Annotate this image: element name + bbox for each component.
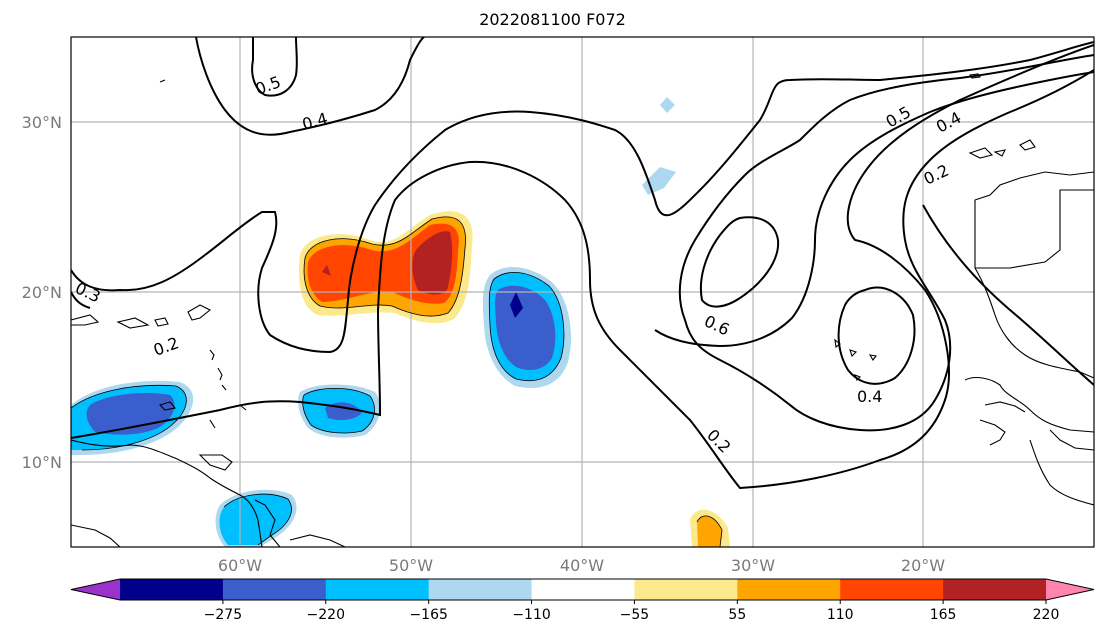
colorbar-segment bbox=[428, 579, 533, 600]
warm-anomaly-spot bbox=[322, 265, 331, 276]
colorbar-segment bbox=[120, 579, 224, 600]
colorbar-segment bbox=[840, 579, 944, 600]
colorbar-segment bbox=[943, 579, 1047, 600]
colorbar-extend-high bbox=[1046, 579, 1094, 600]
colorbar-tick-label: −165 bbox=[409, 607, 447, 623]
colorbar-segment bbox=[737, 579, 841, 600]
latitude-labels: 30°N 20°N 10°N bbox=[22, 113, 62, 472]
colorbar-tick-label: −55 bbox=[620, 607, 650, 623]
lon-label: 50°W bbox=[389, 556, 433, 575]
lon-label: 40°W bbox=[560, 556, 604, 575]
colorbar-tick-label: 55 bbox=[728, 607, 746, 623]
lon-label: 60°W bbox=[218, 556, 262, 575]
graticule bbox=[71, 37, 1094, 547]
colorbar-tick-label: 220 bbox=[1033, 607, 1060, 623]
lon-label: 30°W bbox=[731, 556, 775, 575]
colorbar-tick-label: −110 bbox=[512, 607, 550, 623]
cold-anomaly-e bbox=[660, 97, 675, 113]
warm-anomaly-small-core bbox=[697, 515, 722, 547]
colorbar-tick-label: 165 bbox=[930, 607, 957, 623]
colorbar-extend-low bbox=[71, 579, 120, 600]
lat-label: 10°N bbox=[22, 453, 62, 472]
longitude-labels: 60°W 50°W 40°W 30°W 20°W bbox=[218, 556, 945, 575]
map-title: 2022081100 F072 bbox=[479, 10, 626, 29]
colorbar-outline bbox=[70, 578, 1095, 601]
lat-label: 30°N bbox=[22, 113, 62, 132]
colorbar: −275−220−165−110−5555110165220275 bbox=[70, 578, 1095, 623]
warm-anomaly-peak bbox=[412, 231, 453, 295]
colorbar-tick-label: −220 bbox=[307, 607, 345, 623]
anomaly-outlines bbox=[71, 216, 723, 547]
cold-anomaly-a-core bbox=[495, 285, 556, 370]
cold-anomaly-a-peak bbox=[510, 292, 523, 318]
colorbar-tick-label: −275 bbox=[204, 607, 242, 623]
colorbar-segment bbox=[531, 579, 635, 600]
plot-frame bbox=[70, 36, 1095, 548]
colorbar-segment bbox=[325, 579, 430, 600]
cold-anomaly-d-mid bbox=[219, 494, 292, 545]
contour-lines bbox=[71, 37, 1094, 490]
lon-label: 20°W bbox=[901, 556, 945, 575]
colorbar-segment bbox=[634, 579, 738, 600]
lat-label: 20°N bbox=[22, 283, 62, 302]
colorbar-segment bbox=[222, 579, 327, 600]
colorbar-tick-label: 110 bbox=[827, 607, 854, 623]
contour-label: 0.4 bbox=[857, 387, 882, 406]
